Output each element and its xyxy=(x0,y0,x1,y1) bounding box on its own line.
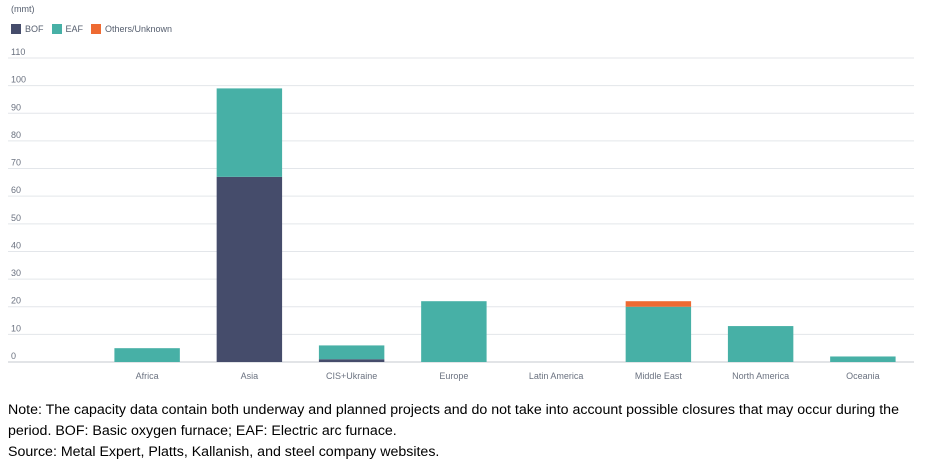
legend: BOF EAF Others/Unknown xyxy=(11,24,180,34)
bar-eaf-middle-east xyxy=(625,306,692,362)
bar-eaf-asia xyxy=(216,88,283,177)
legend-swatch-eaf xyxy=(51,24,62,34)
bar-bof-asia xyxy=(216,176,283,362)
y-tick-label-100: 100 xyxy=(11,75,26,85)
legend-swatch-others xyxy=(91,24,102,34)
x-tick-label-middle-east: Middle East xyxy=(635,371,683,381)
x-tick-label-africa: Africa xyxy=(136,371,159,381)
y-tick-label-40: 40 xyxy=(11,240,21,250)
y-tick-label-110: 110 xyxy=(11,47,25,57)
x-tick-label-cis-ukraine: CIS+Ukraine xyxy=(326,371,377,381)
x-tick-label-asia: Asia xyxy=(241,371,259,381)
legend-item-others: Others/Unknown xyxy=(91,24,172,34)
bar-eaf-north-america xyxy=(727,326,794,362)
x-tick-label-oceania: Oceania xyxy=(846,371,880,381)
legend-label-eaf: EAF xyxy=(65,24,84,34)
legend-label-others: Others/Unknown xyxy=(105,24,173,34)
y-tick-label-90: 90 xyxy=(11,102,21,112)
chart-area: (mmt) BOF EAF Others/Unknown 0 10 20 30 40 50… xyxy=(8,4,914,381)
note-text: Note: The capacity data contain both und… xyxy=(8,402,899,439)
bar-eaf-oceania xyxy=(830,356,896,362)
y-tick-label-10: 10 xyxy=(11,323,21,333)
source-text: Source: Metal Expert, Platts, Kallanish,… xyxy=(8,444,440,460)
legend-item-bof: BOF xyxy=(11,24,44,34)
y-tick-label-50: 50 xyxy=(11,213,21,223)
legend-item-eaf: EAF xyxy=(51,24,84,34)
bar-chart-svg: 0 10 20 30 40 50 60 70 80 90 100 110 Africa Asia CIS+U… xyxy=(8,47,914,381)
bar-eaf-cis-ukraine xyxy=(318,345,385,360)
y-tick-label-80: 80 xyxy=(11,130,21,140)
y-axis-unit-label: (mmt) xyxy=(11,4,35,14)
y-tick-label-30: 30 xyxy=(11,268,21,278)
x-tick-label-latin-america: Latin America xyxy=(529,371,584,381)
y-tick-label-20: 20 xyxy=(11,296,21,306)
legend-swatch-bof xyxy=(11,24,21,34)
y-tick-label-0: 0 xyxy=(11,351,16,361)
y-tick-label-70: 70 xyxy=(11,158,21,168)
y-tick-label-60: 60 xyxy=(11,185,21,195)
legend-label-bof: BOF xyxy=(25,24,44,34)
chart-notes: Note: The capacity data contain both und… xyxy=(8,400,920,463)
bar-bof-cis-ukraine xyxy=(318,359,385,362)
bar-eaf-africa xyxy=(114,348,180,362)
bar-eaf-europe xyxy=(421,301,487,362)
x-tick-label-europe: Europe xyxy=(439,371,468,381)
bar-others-unknown-middle-east xyxy=(625,301,692,307)
x-tick-label-north-america: North America xyxy=(732,371,789,381)
